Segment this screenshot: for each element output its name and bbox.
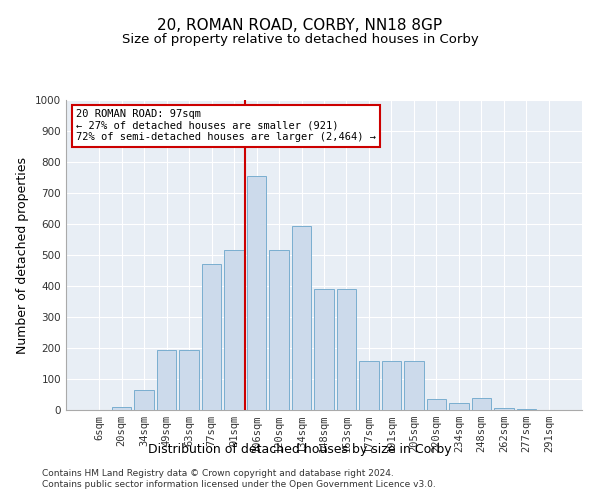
Bar [202,264,221,410]
Bar [404,362,424,410]
Bar [112,407,131,410]
Bar [179,350,199,410]
Text: 20 ROMAN ROAD: 97sqm
← 27% of detached houses are smaller (921)
72% of semi-deta: 20 ROMAN ROAD: 97sqm ← 27% of detached h… [76,110,376,142]
Text: Contains HM Land Registry data © Crown copyright and database right 2024.: Contains HM Land Registry data © Crown c… [42,468,394,477]
Bar [224,250,244,410]
Bar [337,289,356,410]
Y-axis label: Number of detached properties: Number of detached properties [16,156,29,354]
Bar [494,408,514,410]
Bar [427,398,446,410]
Bar [292,226,311,410]
Bar [382,362,401,410]
Text: 20, ROMAN ROAD, CORBY, NN18 8GP: 20, ROMAN ROAD, CORBY, NN18 8GP [157,18,443,32]
Bar [269,250,289,410]
Bar [134,390,154,410]
Bar [157,350,176,410]
Text: Distribution of detached houses by size in Corby: Distribution of detached houses by size … [148,442,452,456]
Bar [472,398,491,410]
Bar [314,289,334,410]
Text: Size of property relative to detached houses in Corby: Size of property relative to detached ho… [122,32,478,46]
Bar [517,409,536,410]
Text: Contains public sector information licensed under the Open Government Licence v3: Contains public sector information licen… [42,480,436,489]
Bar [359,362,379,410]
Bar [247,176,266,410]
Bar [449,403,469,410]
